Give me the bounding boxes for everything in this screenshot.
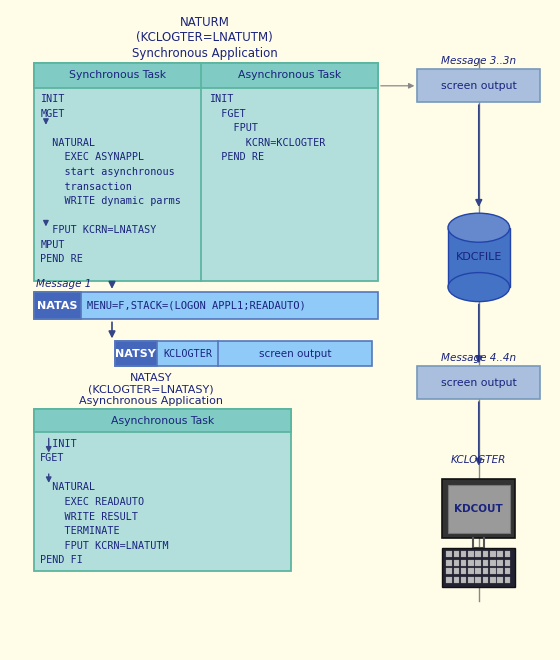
Ellipse shape — [448, 273, 510, 302]
FancyBboxPatch shape — [446, 551, 452, 557]
FancyBboxPatch shape — [442, 548, 515, 587]
FancyBboxPatch shape — [468, 568, 474, 574]
FancyBboxPatch shape — [448, 485, 510, 533]
FancyBboxPatch shape — [34, 409, 291, 432]
FancyBboxPatch shape — [446, 577, 452, 583]
Text: screen output: screen output — [259, 348, 332, 359]
FancyBboxPatch shape — [505, 551, 510, 557]
FancyBboxPatch shape — [115, 341, 372, 366]
Text: NATURAL: NATURAL — [40, 482, 95, 492]
Text: transaction: transaction — [40, 182, 132, 191]
Text: EXEC READAUTO: EXEC READAUTO — [40, 497, 144, 507]
FancyBboxPatch shape — [417, 69, 540, 102]
Text: start asynchronous: start asynchronous — [40, 167, 175, 177]
FancyBboxPatch shape — [505, 568, 510, 574]
Text: NATURM
(KCLOGTER=LNATUTM)
Synchronous Application: NATURM (KCLOGTER=LNATUTM) Synchronous Ap… — [132, 16, 277, 59]
Text: KCLOGTER: KCLOGTER — [451, 455, 506, 465]
Text: KCLOGTER: KCLOGTER — [163, 348, 212, 359]
FancyBboxPatch shape — [490, 568, 496, 574]
FancyBboxPatch shape — [490, 577, 496, 583]
Text: KCRN=KCLOGTER: KCRN=KCLOGTER — [209, 138, 325, 148]
FancyBboxPatch shape — [490, 560, 496, 566]
FancyBboxPatch shape — [461, 560, 466, 566]
Text: PEND FI: PEND FI — [40, 555, 83, 565]
FancyBboxPatch shape — [446, 560, 452, 566]
FancyBboxPatch shape — [461, 568, 466, 574]
FancyBboxPatch shape — [454, 577, 459, 583]
Text: NATURAL: NATURAL — [40, 138, 95, 148]
Text: PEND RE: PEND RE — [209, 152, 264, 162]
Text: NATAS: NATAS — [37, 300, 78, 311]
Text: Asynchronous Task: Asynchronous Task — [111, 416, 214, 426]
Text: MPUT: MPUT — [40, 240, 65, 249]
FancyBboxPatch shape — [475, 551, 481, 557]
FancyBboxPatch shape — [468, 577, 474, 583]
FancyBboxPatch shape — [497, 577, 503, 583]
FancyBboxPatch shape — [468, 551, 474, 557]
FancyBboxPatch shape — [490, 551, 496, 557]
Text: screen output: screen output — [441, 81, 517, 91]
FancyBboxPatch shape — [483, 568, 488, 574]
FancyBboxPatch shape — [475, 560, 481, 566]
Text: MGET: MGET — [40, 109, 65, 119]
FancyBboxPatch shape — [468, 560, 474, 566]
Text: MENU=F,STACK=(LOGON APPL1;READAUTO): MENU=F,STACK=(LOGON APPL1;READAUTO) — [87, 300, 306, 311]
FancyBboxPatch shape — [34, 63, 378, 280]
Text: screen output: screen output — [441, 378, 517, 388]
Text: FGET: FGET — [209, 109, 246, 119]
Text: Message 1: Message 1 — [36, 279, 92, 289]
Text: Message 3..3n: Message 3..3n — [441, 56, 516, 66]
FancyBboxPatch shape — [34, 409, 291, 571]
FancyBboxPatch shape — [497, 560, 503, 566]
Text: TERMINATE: TERMINATE — [40, 526, 120, 536]
Text: FPUT KCRN=LNATUTM: FPUT KCRN=LNATUTM — [40, 541, 169, 550]
FancyBboxPatch shape — [454, 568, 459, 574]
FancyBboxPatch shape — [454, 560, 459, 566]
Text: KDCOUT: KDCOUT — [454, 504, 503, 514]
Text: KDCFILE: KDCFILE — [456, 252, 502, 263]
FancyBboxPatch shape — [461, 551, 466, 557]
Text: NATSY: NATSY — [115, 348, 156, 359]
Ellipse shape — [448, 213, 510, 242]
FancyBboxPatch shape — [475, 568, 481, 574]
FancyBboxPatch shape — [417, 366, 540, 399]
FancyBboxPatch shape — [483, 560, 488, 566]
FancyBboxPatch shape — [34, 292, 81, 319]
FancyBboxPatch shape — [446, 568, 452, 574]
FancyBboxPatch shape — [475, 577, 481, 583]
Text: INIT: INIT — [40, 94, 65, 104]
Text: WRITE dynamic parms: WRITE dynamic parms — [40, 196, 181, 206]
Text: NATASY
(KCLOGTER=LNATASY)
Asynchronous Application: NATASY (KCLOGTER=LNATASY) Asynchronous A… — [79, 373, 223, 406]
FancyBboxPatch shape — [34, 63, 378, 88]
FancyBboxPatch shape — [461, 577, 466, 583]
Text: FPUT: FPUT — [209, 123, 258, 133]
Text: Asynchronous Task: Asynchronous Task — [237, 70, 341, 81]
FancyBboxPatch shape — [483, 551, 488, 557]
FancyBboxPatch shape — [34, 292, 378, 319]
FancyBboxPatch shape — [497, 551, 503, 557]
Text: INIT: INIT — [209, 94, 234, 104]
FancyBboxPatch shape — [505, 577, 510, 583]
Text: Message 2...2n: Message 2...2n — [294, 345, 372, 354]
FancyBboxPatch shape — [497, 568, 503, 574]
FancyBboxPatch shape — [483, 577, 488, 583]
FancyBboxPatch shape — [454, 551, 459, 557]
Text: PEND RE: PEND RE — [40, 254, 83, 264]
Text: FPUT KCRN=LNATASY: FPUT KCRN=LNATASY — [40, 225, 157, 235]
Text: FGET: FGET — [40, 453, 65, 463]
Text: EXEC ASYNAPPL: EXEC ASYNAPPL — [40, 152, 144, 162]
Polygon shape — [448, 228, 510, 287]
Text: WRITE RESULT: WRITE RESULT — [40, 512, 138, 521]
FancyBboxPatch shape — [505, 560, 510, 566]
FancyBboxPatch shape — [442, 478, 515, 538]
FancyBboxPatch shape — [115, 341, 157, 366]
Text: Message 4..4n: Message 4..4n — [441, 353, 516, 363]
Text: Synchronous Task: Synchronous Task — [68, 70, 166, 81]
Text: INIT: INIT — [40, 439, 77, 449]
